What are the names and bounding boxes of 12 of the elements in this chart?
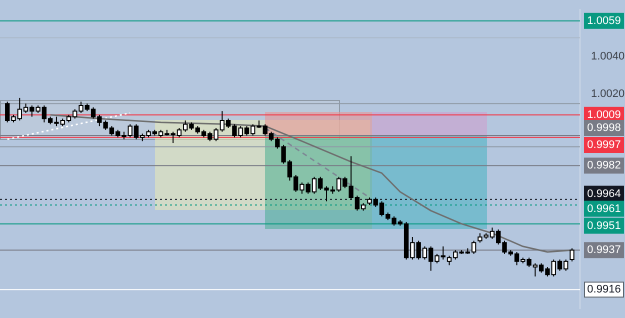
ref-line-label: 0.9964 (587, 188, 621, 200)
ref-line-label: 0.9961 (587, 202, 621, 215)
ref-line-label: 0.9997 (587, 138, 621, 151)
y-tick-label: 1.0040 (591, 50, 625, 63)
ref-line-label: 0.9937 (587, 244, 621, 256)
y-tick-label: 1.0020 (591, 88, 625, 100)
ref-line-label: 0.9916 (587, 284, 621, 296)
ref-line-label: 0.9982 (587, 160, 621, 172)
ref-line-label: 1.0059 (587, 14, 621, 27)
ref-line-label: 0.9951 (587, 220, 621, 232)
ref-line-label: 1.0009 (587, 108, 621, 121)
ref-line-label: 0.9998 (587, 122, 621, 134)
